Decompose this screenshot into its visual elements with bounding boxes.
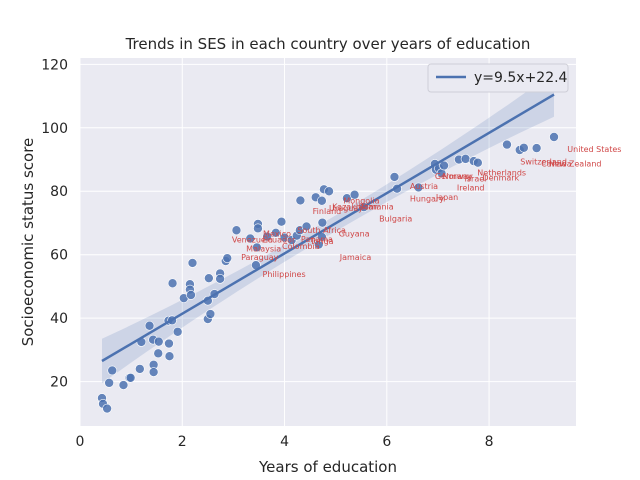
regression-line-group [101, 93, 555, 363]
country-label: Jamaica [339, 253, 372, 262]
chart-title: Trends in SES in each country over years… [125, 35, 531, 53]
country-label: Venezuela [232, 235, 273, 244]
data-point [317, 217, 328, 228]
data-points [97, 132, 559, 414]
data-point [204, 273, 214, 283]
country-label: Switzerland [520, 157, 567, 166]
country-label: Mexico [263, 230, 291, 239]
legend-box [427, 63, 569, 93]
country-label: Guyana [339, 229, 370, 238]
country-label: Germany [435, 172, 472, 181]
y-tick-label: 60 [50, 248, 68, 264]
data-point [104, 378, 114, 388]
country-label: Austria [410, 182, 438, 191]
data-point [215, 273, 225, 284]
data-point [164, 351, 175, 362]
y-axis-label: Socioeconomic status score [19, 138, 37, 347]
country-label: Norway [443, 172, 474, 181]
country-label: Uruguay [329, 204, 363, 213]
data-point [187, 258, 198, 268]
data-point [324, 186, 334, 197]
data-point [153, 336, 164, 347]
data-point [271, 228, 281, 238]
country-label: Tonga [309, 237, 334, 246]
data-point [205, 309, 216, 319]
country-label: Kazakhstan [332, 202, 378, 211]
country-label: Canada [541, 159, 572, 168]
data-point [245, 233, 256, 244]
legend: y=9.5x+22.4 [427, 63, 569, 93]
country-label: Panama [301, 235, 333, 244]
data-point [389, 172, 400, 182]
plot-background [80, 58, 576, 426]
country-label: New Zealand [549, 159, 602, 168]
data-point [276, 216, 287, 227]
y-tick-label: 80 [50, 184, 68, 200]
x-axis-ticks: 0 2 4 6 8 [76, 434, 494, 450]
data-point [473, 157, 483, 168]
country-label: United States [567, 145, 621, 154]
data-point [231, 225, 242, 236]
data-point [519, 142, 529, 153]
x-tick-label: 6 [382, 434, 391, 450]
data-point [135, 364, 145, 374]
country-label: Paraguay [241, 253, 279, 262]
data-point [167, 278, 178, 289]
data-point [164, 338, 174, 349]
country-label: Romania [359, 202, 394, 211]
data-point [125, 372, 136, 383]
data-point [186, 290, 196, 300]
data-point [118, 380, 129, 390]
data-point [502, 139, 512, 150]
country-label: Mongolia [343, 197, 379, 206]
data-point [107, 365, 118, 376]
x-axis-label: Years of education [258, 458, 397, 476]
y-tick-label: 100 [41, 121, 68, 137]
country-label: Denmark [482, 173, 519, 182]
data-point [439, 160, 449, 171]
country-label: Japan [435, 193, 458, 202]
data-point [301, 221, 312, 232]
data-point [144, 320, 155, 331]
y-tick-label: 120 [41, 57, 68, 73]
data-point [460, 154, 471, 164]
country-label: Ireland [457, 183, 485, 192]
country-label: Malaysia [246, 245, 281, 254]
data-point [253, 223, 263, 234]
legend-label: y=9.5x+22.4 [474, 70, 568, 86]
country-label: Israel [465, 175, 487, 184]
y-tick-label: 40 [50, 311, 68, 327]
data-point [148, 367, 159, 377]
country-label: Hungary [410, 195, 444, 204]
data-point [413, 182, 424, 193]
country-label: Bulgaria [379, 214, 412, 223]
y-tick-label: 20 [50, 375, 68, 391]
country-label: Philippines [263, 270, 306, 279]
data-point [262, 231, 272, 242]
data-point [222, 253, 233, 263]
data-point [172, 326, 183, 337]
country-label: South Africa [297, 226, 346, 235]
data-point [349, 189, 360, 200]
x-tick-label: 8 [485, 434, 494, 450]
regression-line [101, 93, 555, 363]
data-point [549, 132, 559, 142]
country-label: Ecuador [263, 235, 296, 244]
data-point [531, 143, 542, 153]
data-point [153, 348, 164, 359]
data-point [252, 242, 262, 253]
country-label: Netherlands [477, 169, 526, 178]
x-tick-label: 0 [76, 434, 85, 450]
x-tick-label: 2 [178, 434, 187, 450]
data-point [317, 195, 327, 206]
x-tick-label: 4 [280, 434, 289, 450]
data-point [102, 403, 112, 414]
country-label: Colombia [282, 242, 320, 251]
country-label: Finland [313, 207, 342, 216]
y-axis-ticks: 20 40 60 80 100 120 [41, 57, 68, 390]
data-point [295, 195, 306, 206]
